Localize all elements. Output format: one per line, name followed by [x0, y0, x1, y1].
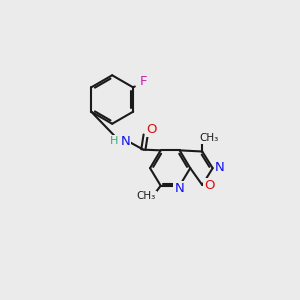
Text: F: F — [140, 75, 147, 88]
Text: O: O — [146, 123, 157, 136]
Text: H: H — [110, 136, 118, 146]
Text: N: N — [174, 182, 184, 195]
Text: O: O — [204, 179, 214, 192]
Text: CH₃: CH₃ — [136, 191, 156, 202]
Text: N: N — [215, 161, 224, 174]
Text: N: N — [121, 135, 130, 148]
Text: CH₃: CH₃ — [200, 133, 219, 143]
